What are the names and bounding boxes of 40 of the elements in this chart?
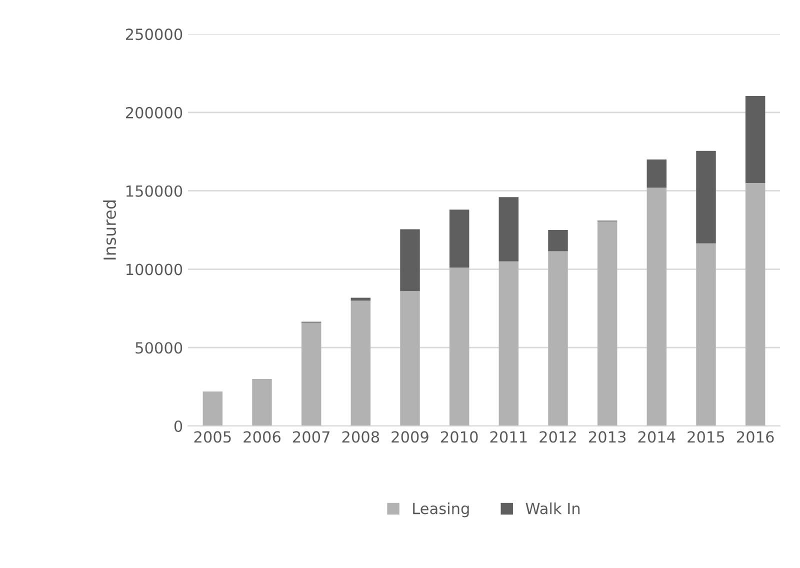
bar — [400, 291, 420, 426]
bar — [597, 221, 618, 426]
bar — [646, 188, 667, 426]
bar — [202, 392, 223, 426]
x-tick-label: 2011 — [490, 431, 527, 443]
bar — [350, 300, 371, 426]
y-tick-label: 100000 — [126, 264, 182, 276]
x-tick-label: 2012 — [540, 431, 576, 443]
bar — [646, 159, 667, 188]
x-tick-label: 2016 — [737, 431, 774, 443]
y-axis-title: Insured — [103, 200, 116, 260]
bar — [400, 229, 420, 292]
x-tick-label: 2015 — [688, 431, 724, 443]
y-tick-label: 200000 — [126, 106, 182, 118]
bar — [252, 378, 272, 426]
y-tick-label: 50000 — [136, 342, 182, 354]
x-tick-label: 2009 — [392, 431, 428, 443]
bar — [745, 96, 766, 184]
y-tick-label: 250000 — [126, 28, 182, 40]
bar — [696, 150, 716, 244]
bar — [301, 322, 322, 426]
bar — [745, 183, 766, 426]
x-tick-label: 2010 — [441, 431, 478, 443]
y-tick-label: 150000 — [126, 185, 182, 197]
x-tick-label: 2006 — [244, 431, 280, 443]
bar — [498, 261, 519, 426]
bar — [449, 268, 470, 426]
y-tick-label: 0 — [174, 420, 182, 432]
bar — [449, 210, 470, 268]
bar — [498, 197, 519, 262]
x-tick-label: 2007 — [293, 431, 330, 443]
x-tick-label: 2005 — [194, 431, 231, 443]
x-tick-label: 2014 — [638, 431, 676, 443]
x-tick-label: 2013 — [589, 431, 626, 443]
legend-label: Walk In — [526, 502, 580, 514]
legend-label: Leasing — [413, 502, 469, 518]
bar — [548, 230, 568, 252]
bar — [548, 251, 568, 426]
x-tick-label: 2008 — [342, 431, 380, 443]
bar — [696, 243, 716, 426]
